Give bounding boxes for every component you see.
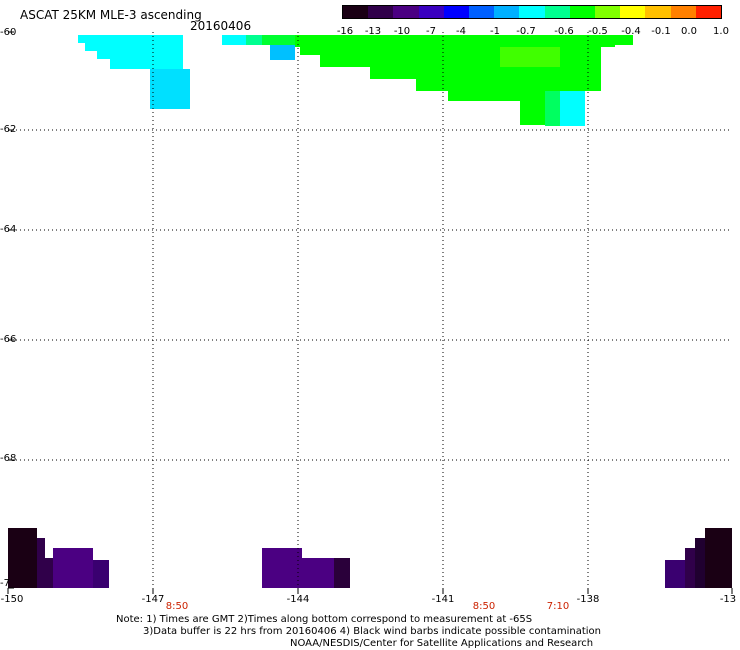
- color-swatch: [368, 6, 394, 18]
- color-swatch: [595, 6, 621, 18]
- swath-cell: [150, 59, 183, 69]
- swath-cell: [560, 91, 585, 126]
- note-line-3: NOAA/NESDIS/Center for Satellite Applica…: [290, 638, 594, 649]
- color-swatch: [494, 6, 520, 18]
- color-scale-bar: [342, 5, 722, 19]
- latitude-label: -64: [0, 224, 17, 235]
- swath-cell: [334, 558, 350, 588]
- longitude-label: -138: [576, 594, 600, 605]
- color-scale-label: -1: [490, 26, 500, 37]
- swath-cell: [295, 35, 615, 47]
- color-swatch: [569, 6, 596, 18]
- swath-cell: [97, 51, 183, 59]
- longitude-label: -150: [0, 594, 24, 605]
- color-scale-label: -0.1: [651, 26, 671, 37]
- map-title: ASCAT 25KM MLE-3 ascending: [20, 8, 202, 22]
- swath-cell: [45, 558, 53, 588]
- swath-cell: [8, 528, 37, 588]
- latitude-label: -7: [0, 578, 10, 589]
- swath-cell: [416, 79, 601, 91]
- swath-cell: [370, 67, 601, 79]
- latitude-label: -68: [0, 453, 17, 464]
- swath-cell: [150, 69, 190, 109]
- swath-cell: [685, 548, 695, 588]
- swath-cell: [246, 35, 266, 45]
- color-swatch: [695, 6, 722, 18]
- latitude-label: -62: [0, 124, 17, 135]
- swath-cell: [705, 528, 732, 588]
- swath-cell: [302, 558, 334, 588]
- swath-cell: [593, 35, 633, 45]
- swath-cell: [262, 35, 297, 45]
- color-scale-label: -10: [393, 26, 411, 37]
- swath-cell: [110, 59, 183, 69]
- color-scale-labels: -16 -13 -10 -7 -4 -1 -0.7 -0.6 -0.5 -0.4 -0.1 0.0 1.…: [330, 26, 740, 38]
- swath-cell: [665, 560, 685, 588]
- longitude-label: -13: [719, 594, 737, 605]
- latitude-label: -66: [0, 334, 17, 345]
- color-swatch: [544, 6, 570, 18]
- color-scale-label: -7: [426, 26, 436, 37]
- color-scale-label: 1.0: [713, 26, 729, 37]
- swath-cell: [520, 101, 548, 125]
- time-label: 8:50: [165, 601, 189, 612]
- color-scale-label: -16: [336, 26, 354, 37]
- color-scale-label: -0.5: [588, 26, 608, 37]
- swath-cell: [37, 538, 45, 588]
- swath-cell: [500, 47, 560, 67]
- time-label: 8:50: [472, 601, 496, 612]
- swath-cell: [262, 548, 302, 588]
- longitude-label: -141: [431, 594, 455, 605]
- note-line-2: 3)Data buffer is 22 hrs from 20160406 4)…: [143, 626, 601, 637]
- swath-cell: [695, 538, 705, 588]
- color-swatch: [343, 6, 369, 18]
- map-date: 20160406: [190, 19, 252, 33]
- color-scale-label: -0.7: [516, 26, 536, 37]
- color-swatch: [519, 6, 545, 18]
- note-line-1: Note: 1) Times are GMT 2)Times along bot…: [116, 614, 533, 625]
- longitude-label: -144: [286, 594, 310, 605]
- longitude-label: -147: [141, 594, 165, 605]
- swath-cell: [270, 45, 295, 60]
- color-scale-label: -0.4: [621, 26, 641, 37]
- swath-cell: [85, 43, 183, 51]
- color-scale-label: -4: [456, 26, 466, 37]
- time-label: 7:10: [546, 601, 570, 612]
- color-swatch: [443, 6, 470, 18]
- color-swatch: [393, 6, 419, 18]
- color-swatch: [645, 6, 671, 18]
- latitude-label: -60: [0, 27, 17, 38]
- swath-cell: [78, 35, 183, 43]
- color-swatch: [620, 6, 646, 18]
- color-scale-label: -0.6: [554, 26, 574, 37]
- swath-cell: [222, 35, 250, 45]
- color-scale-label: 0.0: [681, 26, 697, 37]
- color-swatch: [418, 6, 444, 18]
- swath-cell: [53, 548, 93, 588]
- color-scale-label: -13: [364, 26, 382, 37]
- swath-cell: [93, 560, 109, 588]
- swath-cell: [300, 47, 601, 55]
- swath-cell: [448, 91, 548, 101]
- color-swatch: [469, 6, 495, 18]
- color-swatch: [670, 6, 696, 18]
